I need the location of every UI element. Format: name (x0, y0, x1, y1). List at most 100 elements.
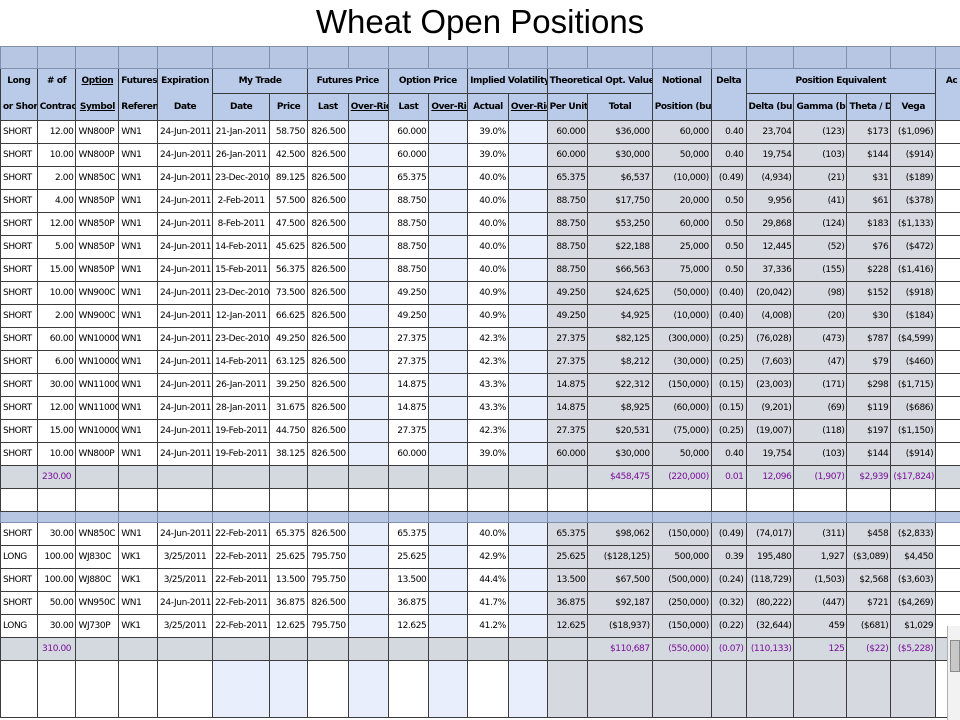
table-cell[interactable]: 24-Jun-2011 (157, 258, 214, 282)
table-cell[interactable]: 60,000 (651, 212, 712, 236)
table-cell[interactable]: 10.00 (36, 442, 77, 466)
total-cell[interactable]: 12,096 (745, 465, 795, 489)
table-cell[interactable]: 19-Feb-2011 (212, 419, 271, 443)
table-cell[interactable]: 40.0% (467, 235, 509, 259)
table-cell[interactable]: $1,029 (890, 614, 937, 638)
table-cell[interactable]: (9,201) (745, 396, 795, 420)
table-cell[interactable] (507, 614, 548, 638)
table-cell[interactable]: 15-Feb-2011 (212, 258, 271, 282)
total-cell[interactable]: ($5,228) (890, 637, 937, 661)
table-cell[interactable]: 26-Jan-2011 (212, 373, 271, 397)
table-cell[interactable]: 41.7% (467, 591, 509, 615)
table-cell[interactable]: WN1 (118, 189, 159, 213)
table-cell[interactable] (587, 511, 653, 523)
table-cell[interactable] (890, 488, 937, 512)
total-cell[interactable]: $110,687 (587, 637, 653, 661)
table-cell[interactable]: WN1 (118, 350, 159, 374)
table-cell[interactable]: 88.750 (546, 189, 589, 213)
total-cell[interactable]: (1,907) (793, 465, 848, 489)
table-cell[interactable]: 41.2% (467, 614, 509, 638)
table-cell[interactable]: WK1 (118, 568, 159, 592)
table-cell[interactable]: (0.49) (710, 522, 747, 546)
table-cell[interactable] (347, 591, 389, 615)
table-cell[interactable]: 47.500 (269, 212, 308, 236)
table-cell[interactable]: 88.750 (546, 235, 589, 259)
table-cell[interactable] (347, 419, 389, 443)
table-cell[interactable]: LONG (0, 614, 38, 638)
table-cell[interactable]: 826.500 (306, 235, 349, 259)
table-cell[interactable]: 459 (793, 614, 848, 638)
table-cell[interactable]: 24-Jun-2011 (157, 350, 214, 374)
table-cell[interactable] (710, 660, 747, 718)
table-cell[interactable]: (0.40) (710, 304, 747, 328)
table-cell[interactable]: $721 (846, 591, 892, 615)
table-cell[interactable]: 0.39 (710, 545, 747, 569)
table-cell[interactable] (507, 396, 548, 420)
table-cell[interactable]: $6,537 (587, 166, 653, 190)
table-cell[interactable] (507, 189, 548, 213)
table-cell[interactable]: 50,000 (651, 442, 712, 466)
table-cell[interactable] (269, 660, 308, 718)
table-cell[interactable] (347, 373, 389, 397)
table-cell[interactable]: 0.50 (710, 189, 747, 213)
total-cell[interactable]: (550,000) (651, 637, 712, 661)
table-cell[interactable]: SHORT (0, 212, 38, 236)
table-cell[interactable]: SHORT (0, 373, 38, 397)
table-cell[interactable] (75, 488, 120, 512)
table-cell[interactable] (935, 522, 960, 546)
table-cell[interactable]: 22-Feb-2011 (212, 568, 271, 592)
table-cell[interactable]: 65.375 (387, 166, 430, 190)
table-cell[interactable]: ($472) (890, 235, 937, 259)
total-cell[interactable] (306, 637, 349, 661)
table-cell[interactable]: (171) (793, 373, 848, 397)
table-cell[interactable]: 23-Dec-2010 (212, 281, 271, 305)
table-cell[interactable]: WN1100C (75, 373, 120, 397)
table-cell[interactable] (587, 660, 653, 718)
table-cell[interactable]: (4,008) (745, 304, 795, 328)
table-cell[interactable]: ($378) (890, 189, 937, 213)
table-cell[interactable] (428, 327, 469, 351)
table-cell[interactable]: 4.00 (36, 189, 77, 213)
table-cell[interactable]: $22,188 (587, 235, 653, 259)
table-cell[interactable]: $173 (846, 120, 892, 144)
table-cell[interactable]: 100.00 (36, 545, 77, 569)
table-cell[interactable]: 30.00 (36, 614, 77, 638)
table-cell[interactable]: 3/25/2011 (157, 545, 214, 569)
total-cell[interactable]: 0.01 (710, 465, 747, 489)
table-cell[interactable]: (0.22) (710, 614, 747, 638)
table-cell[interactable]: 20,000 (651, 189, 712, 213)
table-cell[interactable]: WN850P (75, 235, 120, 259)
table-cell[interactable] (507, 591, 548, 615)
table-cell[interactable] (793, 511, 848, 523)
table-cell[interactable]: $53,250 (587, 212, 653, 236)
table-cell[interactable]: ($1,096) (890, 120, 937, 144)
table-cell[interactable]: 1,927 (793, 545, 848, 569)
table-cell[interactable]: 45.625 (269, 235, 308, 259)
table-cell[interactable]: 40.0% (467, 522, 509, 546)
table-cell[interactable]: WJ830C (75, 545, 120, 569)
table-cell[interactable]: (75,000) (651, 419, 712, 443)
table-cell[interactable]: 66.625 (269, 304, 308, 328)
total-cell[interactable] (212, 465, 271, 489)
table-cell[interactable]: 50,000 (651, 143, 712, 167)
table-cell[interactable] (467, 660, 509, 718)
total-cell[interactable] (157, 637, 214, 661)
total-cell[interactable] (75, 637, 120, 661)
table-cell[interactable]: 23-Dec-2010 (212, 327, 271, 351)
table-cell[interactable]: SHORT (0, 120, 38, 144)
table-cell[interactable] (347, 143, 389, 167)
table-cell[interactable] (387, 660, 430, 718)
table-cell[interactable]: 30.00 (36, 373, 77, 397)
table-cell[interactable] (935, 419, 960, 443)
table-cell[interactable]: SHORT (0, 442, 38, 466)
table-cell[interactable]: 826.500 (306, 419, 349, 443)
table-cell[interactable] (935, 166, 960, 190)
table-cell[interactable]: 60.000 (546, 442, 589, 466)
table-cell[interactable] (347, 442, 389, 466)
table-cell[interactable]: 49.250 (546, 304, 589, 328)
table-cell[interactable] (507, 281, 548, 305)
table-cell[interactable]: WN1 (118, 373, 159, 397)
table-cell[interactable]: $30,000 (587, 143, 653, 167)
table-cell[interactable]: 65.375 (546, 166, 589, 190)
table-cell[interactable]: WN800P (75, 120, 120, 144)
